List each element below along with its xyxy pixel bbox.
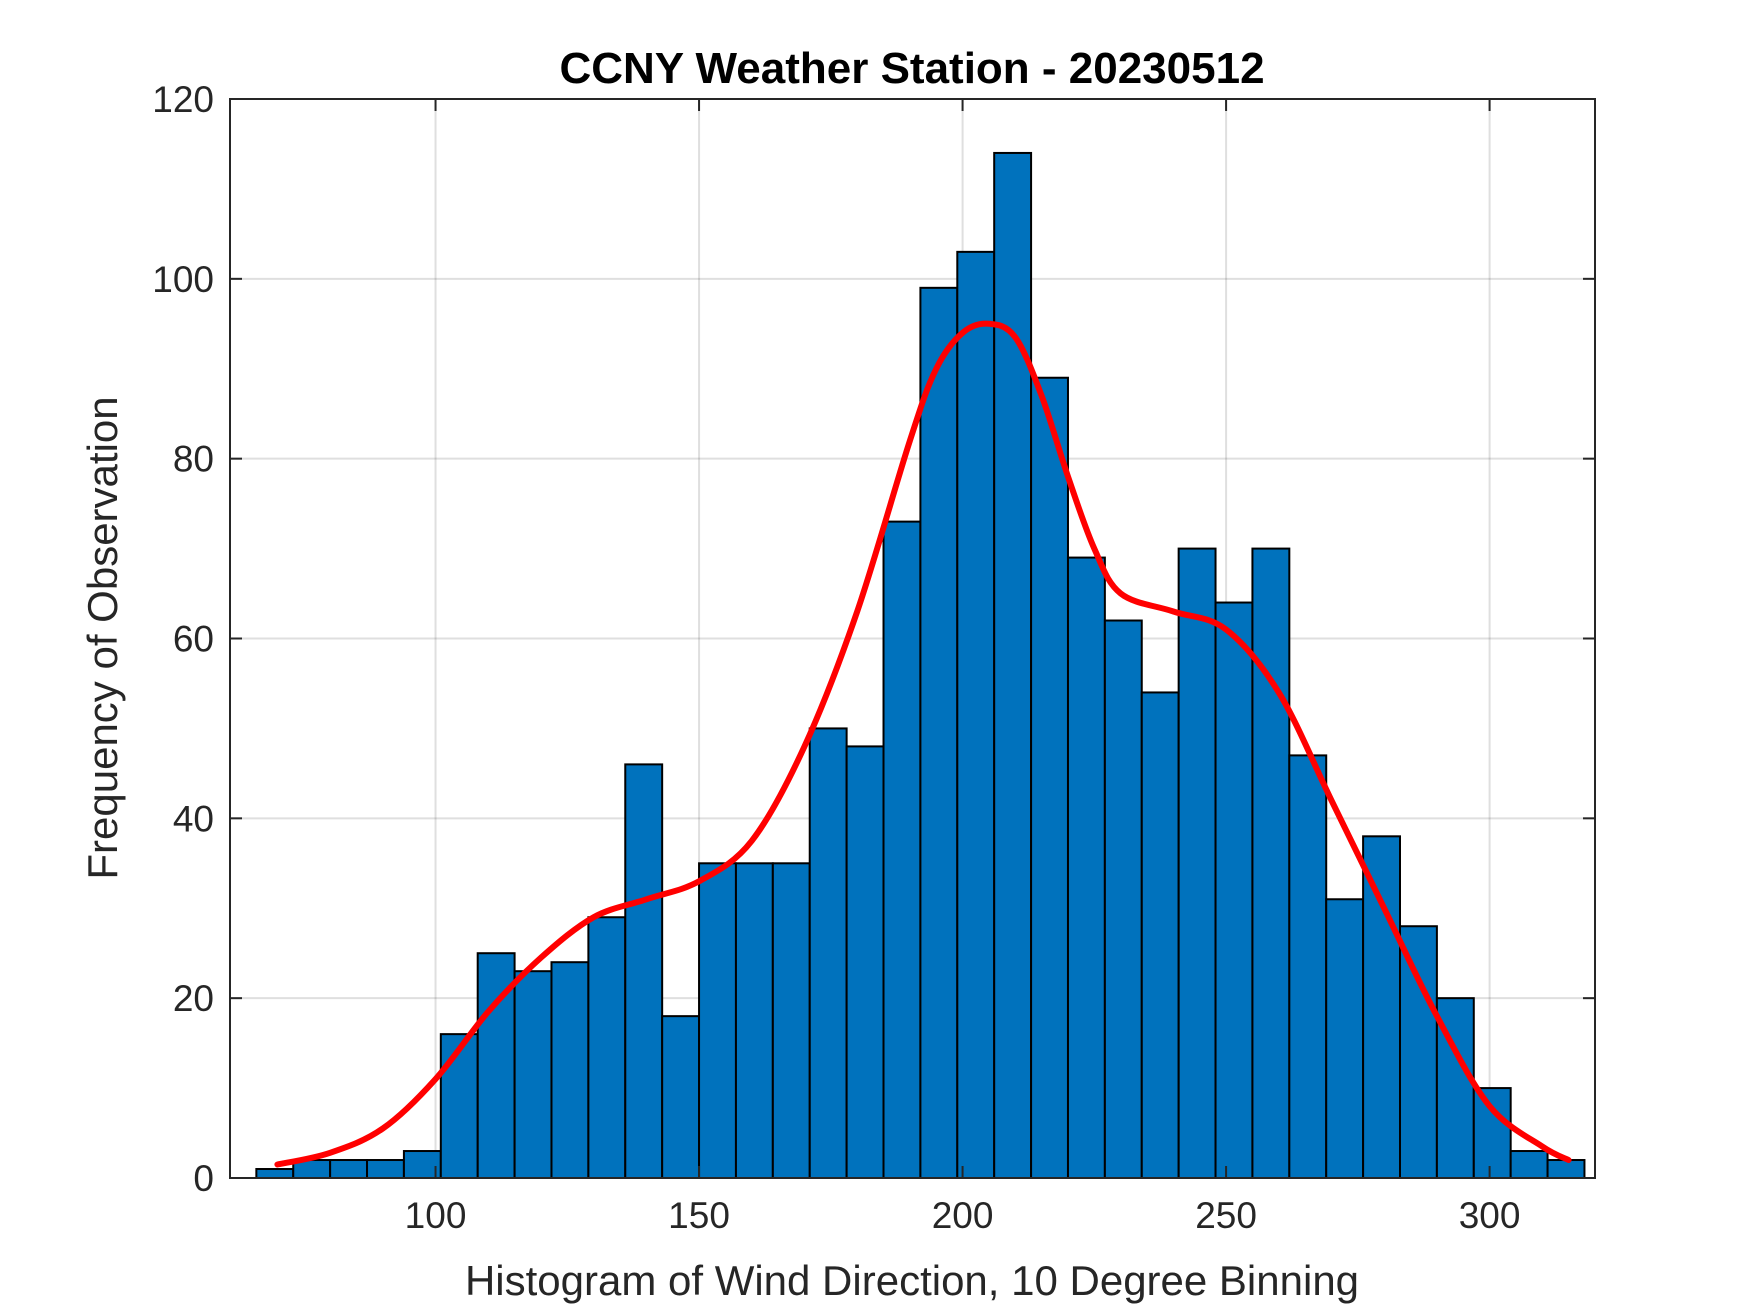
histogram-bar (956, 250, 996, 1179)
y-tick-label: 120 (152, 79, 214, 120)
histogram-bar (1325, 898, 1365, 1180)
histogram-bar (1546, 1159, 1586, 1180)
histogram-bar (919, 286, 959, 1179)
histogram-bar (1214, 601, 1254, 1179)
histogram-bar (550, 961, 590, 1180)
tick-labels: 100 150 200 250 300 0 20 40 60 80 100 120 (152, 79, 1520, 1236)
histogram-bar (845, 745, 885, 1180)
histogram-bar (1140, 691, 1180, 1179)
histogram-bar (1288, 754, 1328, 1179)
histogram-bar (771, 862, 811, 1180)
histogram-bar (624, 763, 664, 1180)
histogram-bars (255, 151, 1586, 1180)
y-tick-label: 100 (152, 259, 214, 300)
histogram-bar (366, 1159, 405, 1180)
histogram-bar (587, 916, 627, 1179)
x-tick-label: 150 (668, 1195, 730, 1236)
histogram-bar (698, 862, 737, 1180)
histogram-bar (329, 1159, 369, 1180)
y-tick-label: 40 (173, 798, 214, 839)
histogram-bar (1066, 556, 1106, 1179)
y-tick-label: 0 (193, 1158, 214, 1199)
histogram-bar (993, 151, 1033, 1180)
y-tick-label: 20 (173, 978, 214, 1019)
histogram-bar (439, 1033, 479, 1179)
histogram-bar (255, 1168, 295, 1179)
y-tick-label: 80 (173, 439, 214, 480)
histogram-bar (513, 970, 553, 1179)
histogram-bar (882, 520, 922, 1179)
histogram-bar (808, 727, 848, 1180)
fit-curve (274, 320, 1572, 1168)
histogram-bar (1030, 376, 1069, 1180)
histogram-bar (1103, 619, 1143, 1179)
histogram-bar (661, 1015, 701, 1180)
histogram-bar (1509, 1150, 1549, 1180)
chart-title: CCNY Weather Station - 20230512 (559, 44, 1264, 93)
y-axis-label: Frequency of Observation (79, 396, 126, 879)
histogram-bar (1177, 547, 1217, 1179)
histogram-bar (1472, 1087, 1512, 1180)
x-tick-label: 100 (405, 1195, 467, 1236)
x-tick-label: 200 (932, 1195, 994, 1236)
histogram-bar (1251, 547, 1291, 1179)
x-tick-label: 250 (1195, 1195, 1257, 1236)
histogram-bar (1399, 925, 1438, 1179)
x-axis-label: Histogram of Wind Direction, 10 Degree B… (465, 1257, 1359, 1304)
histogram-bar (1362, 835, 1402, 1179)
x-tick-label: 300 (1459, 1195, 1521, 1236)
histogram-bar (734, 862, 774, 1180)
y-tick-label: 60 (173, 619, 214, 660)
axis-ticks (230, 98, 1595, 1179)
